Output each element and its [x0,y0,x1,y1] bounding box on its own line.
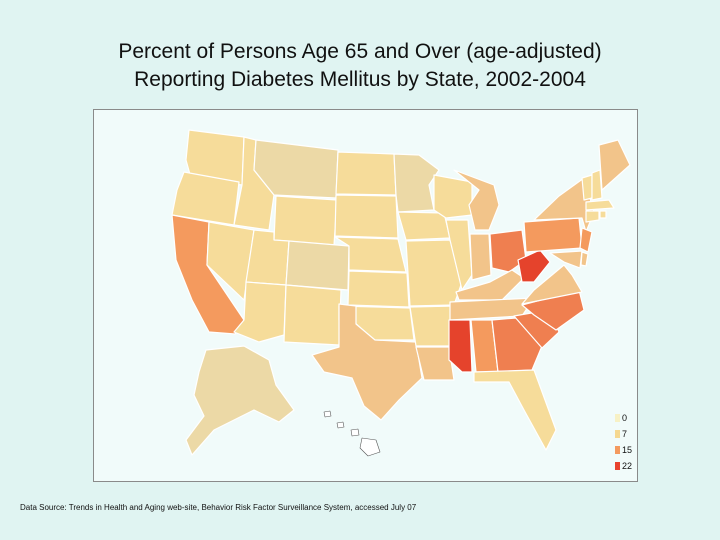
legend-item: 7 [614,426,638,442]
state-new-hampshire [591,169,603,201]
state-montana [253,139,339,199]
state-wisconsin [433,174,473,219]
legend-label: 0 [622,413,628,423]
state-minnesota [393,153,440,213]
state-texas [311,303,423,421]
legend-item: 15 [614,442,638,458]
legend-label: 22 [622,461,633,471]
legend-swatch [615,462,620,470]
legend: 0 7 15 22 [614,410,638,474]
state-vermont [581,174,593,201]
state-alaska [185,345,295,456]
state-nebraska [334,236,407,273]
map-title-line-1: Percent of Persons Age 65 and Over (age-… [118,40,602,63]
legend-swatch [615,414,620,422]
state-hawaii-big-island [359,437,381,457]
legend-item: 0 [614,410,638,426]
legend-label: 15 [622,445,633,455]
state-new-mexico [283,284,342,346]
legend-swatch [615,430,620,438]
state-oregon [171,171,240,226]
state-michigan [453,169,500,231]
state-wyoming [273,195,338,246]
state-ohio [489,229,527,273]
us-choropleth-map [171,129,631,457]
state-hawaii-oahu [336,421,345,429]
map-title: Percent of Persons Age 65 and Over (age-… [0,38,720,94]
state-georgia [491,317,543,373]
state-nevada [206,221,255,301]
map-frame [93,109,638,482]
state-florida [473,369,557,451]
state-illinois [445,219,473,291]
state-hawaii-kauai [323,410,332,418]
state-colorado [285,240,350,291]
map-title-line-2: Reporting Diabetes Mellitus by State, 20… [134,68,586,91]
state-virginia [521,264,583,305]
state-indiana [469,233,492,281]
state-new-jersey [579,227,593,253]
legend-item: 22 [614,458,638,474]
state-maryland [549,250,583,269]
state-hawaii-maui [350,428,360,437]
state-rhode-island [599,210,607,219]
state-kansas [347,270,410,308]
state-connecticut [585,210,600,223]
state-maine [598,139,631,191]
state-iowa [397,211,451,241]
state-louisiana [415,346,455,381]
state-mississippi [448,319,473,373]
state-massachusetts [585,199,615,211]
data-source-note: Data Source: Trends in Health and Aging … [20,503,417,512]
state-delaware [580,251,589,267]
state-pennsylvania [523,217,583,253]
state-arkansas [409,305,455,347]
state-north-dakota [335,151,397,196]
legend-label: 7 [622,429,628,439]
state-south-dakota [334,194,399,239]
legend-swatch [615,446,620,454]
